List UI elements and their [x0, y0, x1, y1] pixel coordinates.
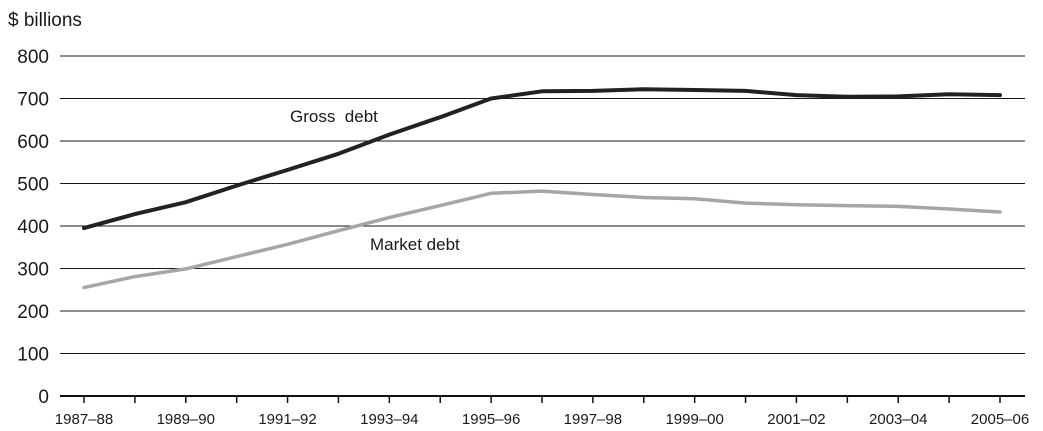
y-tick-label: 100 — [17, 345, 49, 366]
data-point-gross-debt — [897, 95, 900, 98]
data-point-gross-debt — [540, 90, 544, 93]
data-point-gross-debt — [591, 89, 595, 93]
data-point-gross-debt — [744, 89, 747, 93]
data-point-market-debt — [846, 204, 849, 207]
x-tick-label: 1995–96 — [462, 411, 520, 428]
x-tick-label: 1991–92 — [258, 411, 316, 428]
data-point-market-debt — [795, 203, 798, 206]
data-point-market-debt — [642, 196, 645, 199]
y-tick-label: 400 — [17, 217, 49, 238]
data-point-gross-debt — [235, 184, 238, 187]
x-tick-label: 1997–98 — [564, 411, 622, 428]
data-point-gross-debt — [795, 93, 798, 97]
y-tick-label: 300 — [17, 260, 49, 281]
y-tick-label: 200 — [17, 302, 49, 323]
y-axis-unit-label: $ billions — [8, 10, 82, 31]
y-axis-tick-labels: 0 100 200 300 400 500 600 700 800 — [17, 47, 49, 408]
data-point-gross-debt — [642, 87, 645, 91]
data-point-market-debt — [286, 243, 289, 246]
data-point-market-debt — [337, 229, 340, 232]
data-point-gross-debt — [947, 93, 951, 96]
x-tick-label: 1989–90 — [157, 411, 215, 428]
data-point-market-debt — [947, 207, 951, 211]
y-tick-label: 0 — [38, 387, 49, 408]
data-point-market-debt — [388, 216, 391, 219]
x-tick-label: 1987–88 — [55, 411, 113, 428]
data-point-gross-debt — [184, 201, 187, 204]
data-point-market-debt — [235, 255, 238, 258]
data-point-market-debt — [82, 286, 86, 289]
data-point-gross-debt — [133, 212, 137, 216]
data-point-gross-debt — [388, 133, 391, 136]
gridlines — [60, 55, 1025, 354]
y-tick-label: 500 — [17, 175, 49, 196]
x-tick-label: 2003–04 — [869, 411, 927, 428]
data-point-market-debt — [540, 189, 544, 193]
series-points — [82, 87, 1002, 289]
data-point-gross-debt — [286, 168, 289, 172]
x-tick-label: 1993–94 — [360, 411, 418, 428]
data-point-gross-debt — [998, 93, 1002, 97]
data-point-market-debt — [439, 204, 442, 207]
data-point-market-debt — [897, 205, 900, 208]
y-tick-label: 600 — [17, 132, 49, 153]
series-lines — [82, 87, 1002, 290]
data-point-market-debt — [744, 201, 747, 205]
x-tick-label: 2001–02 — [767, 411, 825, 428]
data-point-market-debt — [998, 210, 1002, 214]
series-line-market-debt — [82, 189, 1002, 290]
data-point-market-debt — [693, 197, 696, 200]
data-point-market-debt — [133, 275, 137, 278]
x-tick-label: 1999–00 — [665, 411, 723, 428]
data-point-gross-debt — [846, 95, 849, 99]
data-point-gross-debt — [489, 97, 493, 100]
data-point-market-debt — [184, 267, 187, 271]
y-tick-label: 800 — [17, 47, 49, 68]
x-axis: 1987–88 1989–90 1991–92 1993–94 1995–96 1997–… — [55, 395, 1029, 428]
series-label-gross-debt: Gross debt — [290, 107, 378, 126]
data-point-market-debt — [489, 192, 493, 195]
data-point-gross-debt — [439, 116, 442, 119]
x-tick-label: 2005–06 — [971, 411, 1029, 428]
data-point-gross-debt — [693, 88, 696, 92]
series-label-market-debt: Market debt — [370, 235, 460, 254]
data-point-gross-debt — [82, 226, 86, 230]
data-point-gross-debt — [337, 152, 340, 155]
data-point-market-debt — [591, 193, 595, 196]
y-tick-label: 700 — [17, 90, 49, 111]
